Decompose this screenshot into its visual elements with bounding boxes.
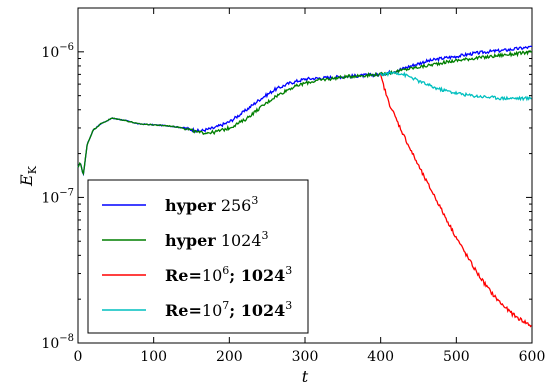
legend-label-re1e6: Re=106; 10243 — [165, 264, 292, 285]
x-tick-label: 300 — [292, 349, 319, 365]
x-tick-label: 200 — [216, 349, 243, 365]
legend: hyper 2563 hyper 10243 Re=106; 10243 Re=107… — [87, 179, 309, 334]
y-tick-label: 10−6 — [41, 42, 74, 61]
series-lines — [77, 45, 533, 328]
y-axis-label: EK — [17, 165, 39, 187]
series-line-hyper256 — [77, 45, 533, 177]
x-tick-label: 0 — [74, 349, 83, 365]
x-tick-label: 100 — [140, 349, 167, 365]
x-tick-label: 600 — [519, 349, 546, 365]
legend-label-re1e7: Re=107; 10243 — [165, 299, 292, 320]
y-tick-label: 10−7 — [41, 187, 74, 206]
series-line-re1e7 — [380, 71, 532, 102]
legend-label-hyper1024: hyper 10243 — [165, 229, 269, 250]
legend-label-hyper256: hyper 2563 — [165, 194, 258, 215]
series-line-re1e6 — [380, 74, 532, 328]
series-line-hyper1024 — [77, 50, 532, 176]
y-tick-label: 10−8 — [41, 333, 74, 352]
x-axis-label: t — [302, 367, 309, 386]
x-tick-label: 500 — [443, 349, 470, 365]
x-axis-ticks: 0 100 200 300 400 500 600 — [74, 8, 546, 365]
y-axis-ticks: 10−8 10−7 10−6 — [41, 7, 532, 352]
x-tick-label: 400 — [367, 349, 394, 365]
svg-text:EK: EK — [17, 165, 39, 187]
